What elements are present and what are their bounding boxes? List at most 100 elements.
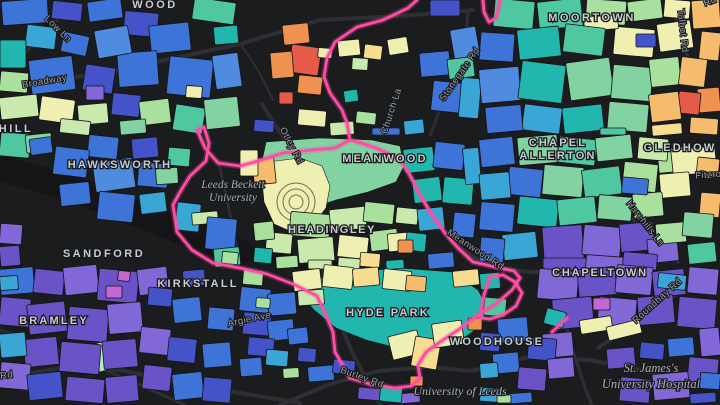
parcel[interactable] bbox=[171, 103, 207, 135]
parcel[interactable] bbox=[52, 145, 90, 179]
parcel[interactable] bbox=[605, 346, 637, 370]
parcel[interactable] bbox=[478, 31, 516, 63]
parcel[interactable] bbox=[651, 371, 691, 401]
parcel[interactable] bbox=[266, 291, 298, 317]
parcel[interactable] bbox=[676, 296, 718, 330]
parcel[interactable] bbox=[0, 244, 22, 268]
parcel[interactable] bbox=[297, 288, 325, 307]
parcel[interactable] bbox=[492, 0, 536, 30]
parcel[interactable] bbox=[275, 254, 299, 270]
parcel[interactable] bbox=[130, 136, 160, 160]
parcel[interactable] bbox=[0, 93, 40, 121]
parcel[interactable] bbox=[155, 166, 179, 186]
parcel[interactable] bbox=[359, 251, 381, 269]
parcel[interactable] bbox=[281, 22, 311, 46]
parcel[interactable] bbox=[58, 341, 102, 375]
parcel[interactable] bbox=[166, 146, 192, 168]
parcel[interactable] bbox=[64, 376, 106, 404]
parcel[interactable] bbox=[397, 239, 414, 254]
parcel[interactable] bbox=[66, 306, 110, 343]
parcel[interactable] bbox=[141, 364, 173, 392]
parcel[interactable] bbox=[24, 24, 58, 50]
parcel[interactable] bbox=[146, 286, 174, 308]
parcel[interactable] bbox=[50, 0, 84, 22]
parcel[interactable] bbox=[536, 0, 584, 31]
parcel[interactable] bbox=[27, 55, 77, 95]
parcel[interactable] bbox=[541, 224, 585, 262]
parcel[interactable] bbox=[521, 103, 563, 135]
parcel[interactable] bbox=[104, 374, 140, 404]
parcel[interactable] bbox=[0, 0, 50, 26]
parcel[interactable] bbox=[698, 326, 720, 358]
parcel[interactable] bbox=[516, 195, 560, 229]
parcel[interactable] bbox=[91, 157, 137, 193]
parcel[interactable] bbox=[648, 56, 682, 88]
parcel[interactable] bbox=[462, 147, 482, 185]
parcel[interactable] bbox=[556, 195, 598, 227]
parcel[interactable] bbox=[479, 362, 499, 379]
parcel[interactable] bbox=[610, 64, 654, 102]
parcel[interactable] bbox=[32, 268, 66, 296]
parcel[interactable] bbox=[106, 301, 144, 335]
parcel[interactable] bbox=[296, 236, 336, 264]
parcel[interactable] bbox=[253, 119, 275, 133]
parcel[interactable] bbox=[203, 96, 241, 130]
parcel[interactable] bbox=[296, 74, 324, 96]
parcel[interactable] bbox=[418, 50, 452, 78]
parcel[interactable] bbox=[517, 60, 567, 104]
parcel[interactable] bbox=[0, 39, 27, 69]
parcel[interactable] bbox=[698, 30, 720, 62]
parcel[interactable] bbox=[238, 356, 264, 378]
parcel[interactable] bbox=[101, 338, 139, 370]
parcel[interactable] bbox=[496, 316, 530, 344]
parcel[interactable] bbox=[427, 251, 455, 270]
parcel[interactable] bbox=[93, 25, 133, 59]
parcel[interactable] bbox=[288, 211, 332, 239]
parcel[interactable] bbox=[432, 141, 466, 171]
parcel[interactable] bbox=[526, 336, 558, 362]
parcel[interactable] bbox=[689, 391, 717, 405]
parcel[interactable] bbox=[86, 0, 124, 23]
parcel[interactable] bbox=[666, 336, 696, 358]
parcel[interactable] bbox=[403, 118, 425, 136]
parcel[interactable] bbox=[478, 171, 512, 201]
parcel[interactable] bbox=[378, 384, 404, 404]
parcel[interactable] bbox=[699, 372, 720, 390]
parcel[interactable] bbox=[592, 297, 611, 311]
parcel[interactable] bbox=[86, 134, 120, 160]
parcel[interactable] bbox=[0, 331, 28, 359]
parcel[interactable] bbox=[581, 165, 623, 199]
parcel[interactable] bbox=[38, 95, 76, 125]
parcel[interactable] bbox=[562, 23, 606, 57]
parcel[interactable] bbox=[355, 110, 377, 126]
parcel[interactable] bbox=[76, 102, 110, 126]
parcel[interactable] bbox=[621, 176, 649, 196]
parcel[interactable] bbox=[636, 136, 670, 162]
parcel[interactable] bbox=[138, 191, 168, 215]
parcel[interactable] bbox=[482, 296, 508, 318]
parcel[interactable] bbox=[58, 181, 92, 207]
parcel[interactable] bbox=[201, 341, 233, 369]
parcel[interactable] bbox=[605, 319, 643, 341]
parcel[interactable] bbox=[307, 364, 335, 383]
parcel[interactable] bbox=[656, 19, 694, 53]
parcel[interactable] bbox=[362, 43, 384, 61]
parcel[interactable] bbox=[635, 33, 657, 48]
parcel[interactable] bbox=[138, 98, 172, 126]
parcel[interactable] bbox=[496, 394, 512, 404]
parcel[interactable] bbox=[458, 76, 482, 120]
parcel[interactable] bbox=[451, 211, 477, 239]
parcel[interactable] bbox=[618, 221, 656, 253]
parcel[interactable] bbox=[686, 266, 720, 296]
parcel[interactable] bbox=[182, 268, 206, 288]
parcel[interactable] bbox=[386, 36, 410, 56]
parcel[interactable] bbox=[678, 56, 708, 88]
parcel[interactable] bbox=[596, 194, 634, 222]
parcel[interactable] bbox=[201, 376, 233, 404]
parcel[interactable] bbox=[446, 56, 476, 80]
parcel[interactable] bbox=[105, 285, 123, 299]
parcel[interactable] bbox=[556, 135, 598, 167]
parcel[interactable] bbox=[658, 171, 692, 199]
parcel[interactable] bbox=[565, 56, 615, 102]
